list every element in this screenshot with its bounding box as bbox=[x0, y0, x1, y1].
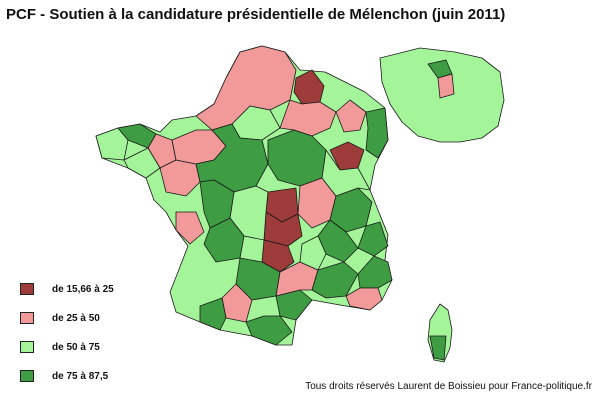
region-champagne bbox=[279, 99, 337, 137]
region-cantal bbox=[261, 239, 295, 273]
region-corse-sud bbox=[429, 335, 447, 361]
region-var bbox=[345, 287, 383, 311]
legend-swatch-dark-green bbox=[20, 370, 34, 382]
region-drome bbox=[299, 235, 327, 271]
legend-swatch-pink bbox=[20, 312, 34, 324]
region-vendee bbox=[175, 211, 205, 245]
legend-item: de 50 à 75 bbox=[20, 340, 100, 354]
map-title: PCF - Soutien à la candidature président… bbox=[6, 6, 506, 23]
legend-swatch-light-green bbox=[20, 341, 34, 353]
region-morbihan bbox=[123, 147, 161, 179]
legend-label: de 50 à 75 bbox=[52, 341, 100, 353]
credit-text: Tous droits réservés Laurent de Boissieu… bbox=[305, 381, 592, 392]
legend-item: de 15,66 à 25 bbox=[20, 282, 114, 296]
legend-label: de 75 à 87,5 bbox=[52, 370, 109, 382]
region-pyrenees bbox=[199, 297, 227, 331]
legend: de 15,66 à 25 de 25 à 50 de 50 à 75 de 7… bbox=[20, 280, 180, 390]
region-idf-seine-st-denis bbox=[437, 73, 455, 99]
region-charente bbox=[199, 179, 235, 229]
region-lorraine bbox=[335, 99, 367, 133]
region-meurthe bbox=[329, 141, 365, 171]
legend-label: de 15,66 à 25 bbox=[52, 283, 114, 295]
region-ariege bbox=[245, 315, 293, 346]
legend-item: de 75 à 87,5 bbox=[20, 369, 108, 383]
legend-swatch-dark-red bbox=[20, 283, 34, 295]
region-franche-comte bbox=[321, 149, 371, 197]
legend-label: de 25 à 50 bbox=[52, 312, 100, 324]
region-savoie bbox=[357, 221, 389, 257]
region-haute-garonne bbox=[221, 283, 253, 323]
legend-item: de 25 à 50 bbox=[20, 311, 100, 325]
region-finistere bbox=[95, 127, 129, 161]
region-alsace bbox=[365, 107, 389, 159]
